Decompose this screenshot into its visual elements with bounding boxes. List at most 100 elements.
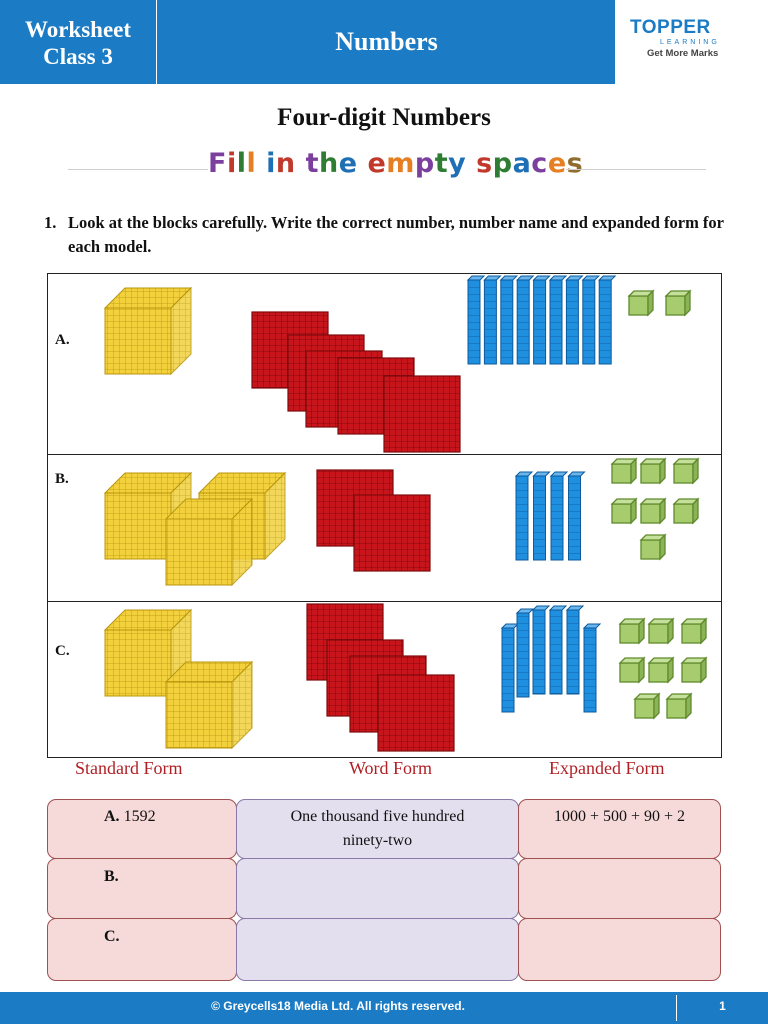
model-label-b: B.: [55, 471, 69, 487]
models-divider: [48, 601, 721, 602]
one-cube: [664, 289, 692, 317]
expanded-value-a: 1000 + 500 + 90 + 2: [553, 808, 686, 825]
logo-sub: LEARNING: [660, 39, 720, 46]
one-cube: [680, 617, 708, 645]
ten-rod: [567, 471, 586, 561]
class-label: Class 3: [43, 44, 113, 69]
one-cube: [639, 533, 667, 561]
standard-value-a: 1592: [123, 808, 156, 825]
ten-rod: [466, 275, 486, 365]
subtitle-letter: y: [448, 148, 467, 179]
ten-rod: [548, 605, 568, 695]
subtitle-letter: m: [386, 148, 415, 179]
hundred-flat: [377, 674, 455, 752]
heading-word-form: Word Form: [349, 758, 433, 778]
footer-divider: [676, 995, 677, 1021]
one-cube: [618, 617, 646, 645]
answer-c-standard[interactable]: C.: [47, 918, 237, 981]
one-cube: [672, 457, 700, 485]
thousand-block: [103, 286, 193, 376]
page-title: Four-digit Numbers: [277, 104, 491, 131]
one-cube: [627, 289, 655, 317]
subtitle-letter: t: [434, 148, 449, 179]
worksheet-class-label: Worksheet Class 3: [0, 0, 157, 84]
subtitle-row: Fill in the empty spaces: [68, 148, 706, 188]
models-box: A. B. C.: [47, 273, 722, 758]
thousand-block: [103, 608, 193, 698]
subtitle-letter: [296, 148, 306, 179]
question-number: 1.: [44, 213, 57, 232]
base-ten-blocks: [103, 275, 708, 752]
subtitle-fill-in-empty-spaces: Fill in the empty spaces: [208, 148, 583, 179]
answer-b-word[interactable]: [236, 858, 519, 919]
ten-rod: [565, 275, 584, 365]
one-cube: [680, 656, 708, 684]
one-cube: [647, 617, 675, 645]
subtitle-letter: [466, 148, 476, 179]
subtitle-letter: e: [547, 148, 567, 179]
heading-expanded-form: Expanded Form: [549, 758, 665, 778]
model-label-c: C.: [55, 643, 70, 659]
subtitle-letter: a: [512, 148, 532, 179]
hundred-flat: [383, 375, 461, 453]
ten-rod: [548, 275, 568, 365]
ten-rod: [582, 623, 602, 713]
subtitle-letter: h: [318, 148, 339, 179]
one-cube: [618, 656, 646, 684]
subtitle-letter: p: [414, 148, 435, 179]
header-bar: Worksheet Class 3 Numbers: [0, 0, 615, 84]
thousand-block: [164, 660, 254, 750]
subtitle-divider-left: [68, 169, 208, 170]
ten-rod: [483, 275, 502, 365]
subject-title: Numbers: [335, 27, 438, 56]
worksheet-label: Worksheet: [24, 17, 132, 42]
subtitle-letter: t: [305, 148, 319, 179]
subtitle-letter: [358, 148, 368, 179]
one-cube: [610, 457, 638, 485]
ten-rod: [581, 275, 601, 365]
answer-b-expanded[interactable]: [518, 858, 721, 919]
subtitle-letter: F: [208, 148, 227, 179]
subtitle-letter: l: [246, 148, 257, 179]
topper-logo: TOPPER LEARNING Get More Marks: [630, 18, 750, 68]
answer-b-standard[interactable]: B.: [47, 858, 237, 919]
copyright-text: © Greycells18 Media Ltd. All rights rese…: [211, 999, 465, 1013]
subtitle-letter: s: [476, 148, 493, 179]
one-cube: [665, 692, 693, 720]
page-number: 1: [719, 999, 726, 1013]
answer-c-word[interactable]: [236, 918, 519, 981]
subtitle-letter: [256, 148, 266, 179]
ten-rod: [597, 275, 617, 365]
answer-a-word[interactable]: One thousand five hundred ninety-two: [236, 799, 519, 859]
one-cube: [633, 692, 661, 720]
ten-rod: [532, 471, 551, 561]
answer-c-expanded[interactable]: [518, 918, 721, 981]
ten-rod: [515, 275, 535, 365]
footer-bar: © Greycells18 Media Ltd. All rights rese…: [0, 992, 768, 1024]
row-label-c: C.: [104, 928, 120, 945]
hundred-flat: [353, 494, 431, 572]
subtitle-letter: e: [338, 148, 358, 179]
subtitle-letter: i: [226, 148, 237, 179]
ten-rod: [531, 605, 551, 695]
ten-rod: [500, 623, 520, 713]
subtitle-letter: e: [367, 148, 387, 179]
answer-a-expanded[interactable]: 1000 + 500 + 90 + 2: [518, 799, 721, 859]
ten-rod: [549, 471, 569, 561]
thousand-block: [164, 497, 254, 587]
answer-a-standard[interactable]: A. 1592: [47, 799, 237, 859]
ten-rod: [514, 471, 534, 561]
model-label-a: A.: [55, 332, 70, 348]
subtitle-letter: l: [236, 148, 247, 179]
ten-rod: [532, 275, 551, 365]
one-cube: [639, 457, 667, 485]
question-text: Look at the blocks carefully. Write the …: [68, 213, 724, 256]
subtitle-letter: s: [566, 148, 584, 179]
one-cube: [647, 656, 675, 684]
ten-rod: [515, 608, 535, 698]
ten-rod: [499, 275, 519, 365]
row-label-a: A.: [104, 808, 120, 825]
subtitle-letter: c: [531, 148, 548, 179]
ten-rod: [565, 605, 585, 695]
subtitle-divider-right: [566, 169, 706, 170]
